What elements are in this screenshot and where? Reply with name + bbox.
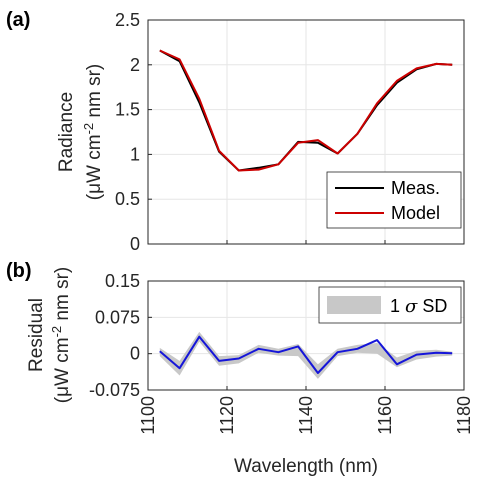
legend-swatch-sd: [327, 296, 381, 314]
panel-b: -0.075 0 0.075 0.15 1100 1120 1140 1160 1180 Re…: [26, 267, 474, 477]
y-tick-label-b: 0.15: [105, 271, 140, 291]
y-axis-label-b-line1: Residual: [26, 298, 47, 372]
x-tick-label: 1180: [454, 396, 474, 435]
legend-label-model: Model: [391, 203, 440, 223]
y-ticks-a: 0 0.5 1 1.5 2 2.5: [115, 10, 152, 254]
x-tick-label: 1100: [138, 396, 158, 435]
y-tick-label-b: 0: [130, 344, 140, 364]
series-line-model: [159, 49, 453, 172]
series-line-residual: [159, 335, 453, 374]
legend-b: 1 σ SD: [318, 286, 462, 324]
legend-label-meas: Meas.: [391, 178, 440, 198]
x-ticks-b: 1100 1120 1140 1160 1180: [138, 386, 474, 435]
y-tick-label-a: 1.5: [115, 100, 140, 120]
legend-box-a: [326, 171, 462, 229]
panel-a-label: (a): [6, 9, 30, 31]
y-ticks-b: -0.075 0 0.075 0.15: [89, 271, 152, 400]
y-tick-label-a: 1: [130, 144, 140, 164]
panel-b-label: (b): [6, 260, 32, 282]
series-lines-b: [159, 335, 453, 374]
axes-box-a: [147, 19, 465, 245]
y-tick-label-a: 2: [130, 55, 140, 75]
y-axis-label-a-line1: Radiance: [56, 92, 77, 172]
x-tick-label: 1140: [296, 396, 316, 435]
y-tick-label-a: 0: [130, 234, 140, 254]
y-tick-label-a: 0.5: [115, 189, 140, 209]
x-tick-label: 1120: [217, 396, 237, 435]
x-axis-label: Wavelength (nm): [234, 456, 378, 477]
legend-label-sd: 1 σ SD: [390, 296, 447, 317]
series-lines-a: [159, 49, 453, 172]
y-tick-label-b: -0.075: [89, 380, 140, 400]
y-tick-label-a: 2.5: [115, 10, 140, 30]
x-tick-label: 1160: [375, 396, 395, 435]
panel-a: 0 0.5 1 1.5 2 2.5 Radiance (μW cm-2 nm sr) Me…: [56, 10, 465, 254]
y-axis-label-b-line2: (μW cm-2 nm sr): [49, 267, 73, 404]
y-axis-label-a-line2: (μW cm-2 nm sr): [81, 64, 105, 201]
legend-a: Meas. Model: [326, 171, 462, 229]
y-tick-label-b: 0.075: [95, 307, 140, 327]
